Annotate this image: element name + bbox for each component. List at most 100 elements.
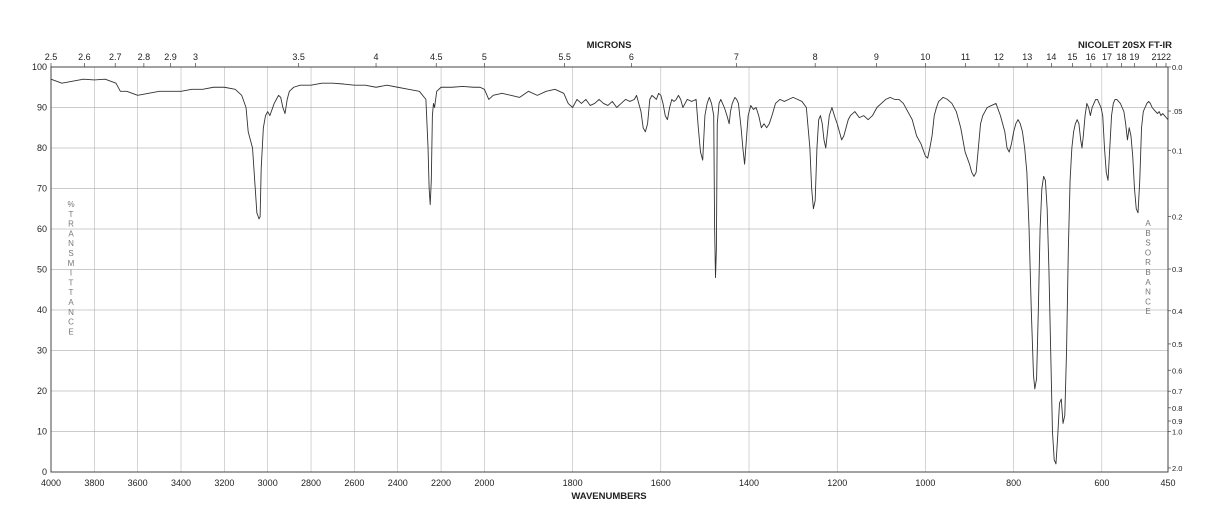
micron-tick-label: 18 (1116, 52, 1126, 62)
x-tick-label: 3600 (128, 478, 148, 488)
y-tick-label: 30 (37, 346, 47, 356)
right-title-letter: R (1145, 258, 1151, 267)
y-tick-label: 0 (42, 467, 47, 477)
absorbance-tick-label: 0.6 (1172, 366, 1182, 375)
y-tick-label: 100 (32, 62, 47, 72)
left-title-letter: A (68, 229, 74, 238)
left-title-letter: N (68, 239, 74, 248)
absorbance-tick-label: 0.3 (1172, 265, 1182, 274)
y-tick-label: 10 (37, 427, 47, 437)
right-title-letter: E (1145, 307, 1150, 316)
left-title-letter: M (68, 259, 75, 268)
micron-tick-label: 2.5 (45, 52, 58, 62)
micron-tick-label: 11 (961, 52, 970, 62)
micron-tick-label: 15 (1067, 52, 1077, 62)
x-tick-label: 1000 (915, 478, 935, 488)
absorbance-tick-label: 0.5 (1172, 340, 1182, 349)
left-title-letter: C (68, 318, 74, 327)
micron-tick-label: 2.8 (138, 52, 151, 62)
right-title-letter: B (1145, 229, 1150, 238)
y-tick-label: 70 (37, 184, 47, 194)
left-title-letter: I (70, 269, 72, 278)
x-tick-label: 1600 (651, 478, 671, 488)
top-axis-title: MICRONS (587, 40, 632, 51)
micron-tick-label: 22 (1161, 52, 1171, 62)
x-tick-label: 2400 (388, 478, 408, 488)
micron-tick-label: 2.6 (78, 52, 91, 62)
left-title-letter: % (67, 200, 74, 209)
absorbance-tick-label: 0.9 (1172, 417, 1182, 426)
y-tick-label: 20 (37, 386, 47, 396)
absorbance-tick-label: 0.7 (1172, 387, 1182, 396)
micron-tick-label: 17 (1102, 52, 1112, 62)
absorbance-tick-label: 2.0 (1172, 464, 1182, 473)
micron-tick-label: 21 (1151, 52, 1161, 62)
micron-tick-label: 9 (874, 52, 879, 62)
x-tick-label: 2200 (431, 478, 451, 488)
x-tick-label: 800 (1006, 478, 1021, 488)
x-tick-label: 4000 (41, 478, 61, 488)
x-tick-label: 3400 (171, 478, 191, 488)
micron-tick-label: 3 (193, 52, 198, 62)
x-tick-label: 1400 (739, 478, 759, 488)
x-tick-label: 2800 (301, 478, 321, 488)
micron-tick-label: 12 (994, 52, 1004, 62)
y-tick-label: 60 (37, 224, 47, 234)
y-tick-label: 40 (37, 305, 47, 315)
micron-tick-label: 2.7 (109, 52, 122, 62)
micron-tick-label: 2.9 (164, 52, 177, 62)
left-title-letter: T (69, 288, 74, 297)
spectrum-line (50, 78, 1169, 465)
plot-frame (50, 66, 1169, 473)
y-tick-label: 90 (37, 103, 47, 113)
x-tick-label: 450 (1160, 478, 1175, 488)
micron-tick-label: 4 (374, 52, 379, 62)
left-title-letter: S (68, 249, 73, 258)
left-title-letter: N (68, 308, 74, 317)
bottom-axis-title: WAVENUMBERS (571, 491, 646, 502)
right-title-letter: A (1145, 278, 1151, 287)
left-title-letter: T (69, 278, 74, 287)
x-tick-label: 2600 (344, 478, 364, 488)
absorbance-tick-label: 0.0 (1172, 63, 1182, 72)
micron-tick-label: 3.5 (292, 52, 305, 62)
x-tick-label: 1200 (827, 478, 847, 488)
absorbance-tick-label: 0.2 (1172, 212, 1182, 221)
micron-tick-label: 13 (1022, 52, 1032, 62)
left-title-letter: T (69, 210, 74, 219)
absorbance-tick-label: 0.1 (1172, 146, 1182, 155)
x-tick-label: 1800 (563, 478, 583, 488)
x-tick-label: 3000 (258, 478, 278, 488)
left-title-letter: R (68, 220, 74, 229)
micron-tick-label: 16 (1086, 52, 1096, 62)
x-tick-label: 3200 (214, 478, 234, 488)
left-title-letter: E (68, 327, 73, 336)
right-title-letter: A (1145, 219, 1151, 228)
micron-tick-label: 5 (482, 52, 487, 62)
y-tick-label: 80 (37, 143, 47, 153)
right-title-letter: N (1145, 288, 1151, 297)
micron-tick-label: 8 (813, 52, 818, 62)
x-tick-label: 2000 (474, 478, 494, 488)
instrument-label: NICOLET 20SX FT-IR (1078, 40, 1172, 51)
micron-tick-label: 14 (1046, 52, 1056, 62)
absorbance-tick-label: .05 (1172, 107, 1182, 116)
right-title-letter: B (1145, 268, 1150, 277)
y-tick-label: 50 (37, 265, 47, 275)
micron-tick-label: 6 (629, 52, 634, 62)
right-title-letter: C (1145, 297, 1151, 306)
micron-tick-label: 19 (1129, 52, 1139, 62)
micron-tick-label: 5.5 (558, 52, 571, 62)
x-tick-label: 600 (1094, 478, 1109, 488)
x-tick-label: 3800 (84, 478, 104, 488)
right-title-letter: S (1145, 239, 1150, 248)
absorbance-tick-label: 1.0 (1172, 428, 1182, 437)
right-title-letter: O (1145, 248, 1151, 257)
left-title-letter: A (68, 298, 74, 307)
micron-tick-label: 7 (734, 52, 739, 62)
absorbance-tick-label: 0.8 (1172, 404, 1182, 413)
